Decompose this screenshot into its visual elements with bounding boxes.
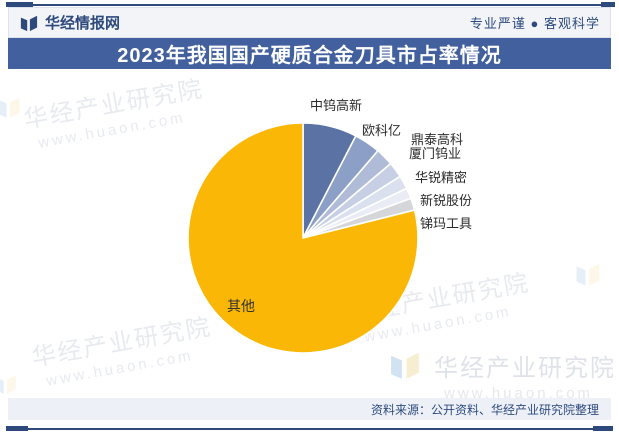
bottom-rule-right-block (593, 426, 613, 431)
watermark-tile-bottom-right: 华经产业研究院 www.huaon.com (388, 348, 616, 402)
watermark-book-logo-icon (574, 260, 602, 293)
watermark-name: 华经产业研究院 (434, 355, 616, 382)
watermark-book-logo-icon (0, 94, 22, 125)
header-bar: 华经情报网 专业严谨 ● 客观科学 (8, 7, 611, 38)
bottom-rule-left-block (6, 426, 28, 431)
brand-name: 华经情报网 (45, 15, 121, 32)
brand: 华经情报网 (19, 12, 120, 33)
bottom-rule-line (6, 428, 613, 430)
source-text: 资料来源：公开资料、华经产业研究院整理 (370, 402, 599, 417)
brand-book-logo-icon (19, 14, 39, 32)
header-slogan: 专业严谨 ● 客观科学 (469, 16, 600, 31)
watermark-url: www.huaon.com (444, 385, 594, 402)
chart-title: 2023年我国国产硬质合金刀具市占率情况 (117, 45, 502, 67)
pie-slice (187, 122, 419, 354)
chart-title-bar: 2023年我国国产硬质合金刀具市占率情况 (8, 38, 611, 69)
top-rule-right-block (601, 2, 615, 7)
source-footer: 资料来源：公开资料、华经产业研究院整理 (8, 398, 611, 420)
watermark-book-logo-icon (388, 348, 422, 382)
watermark-book-logo-icon (0, 372, 18, 401)
top-rule-left-block (6, 2, 33, 7)
top-rule-line (6, 4, 613, 6)
